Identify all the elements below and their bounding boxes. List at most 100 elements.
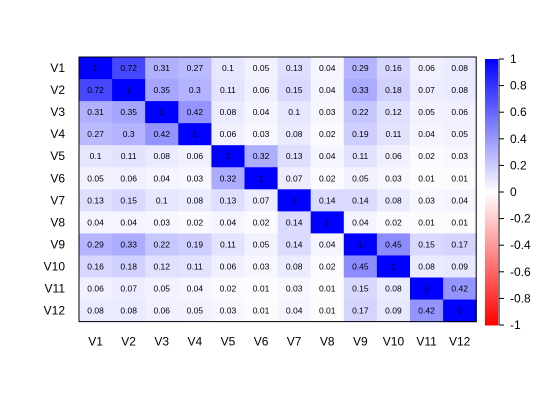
row-label: V9: [50, 237, 65, 251]
heatmap-cell: [310, 57, 345, 80]
color-legend-swatch: [485, 258, 498, 262]
heatmap-cell: [410, 167, 444, 190]
color-legend-swatch: [485, 265, 498, 268]
color-legend-swatch: [485, 127, 498, 131]
color-legend-swatch: [485, 251, 498, 255]
color-legend-swatch: [485, 214, 498, 217]
color-legend-swatch: [485, 136, 498, 140]
heatmap-cell: [145, 123, 179, 146]
heatmap-cell: [178, 299, 212, 323]
cell-value-label: 0.22: [352, 107, 369, 117]
heatmap-cell: [410, 145, 444, 168]
heatmap-cell: [211, 101, 246, 124]
color-legend-swatch: [485, 85, 498, 89]
cell-value-label: 0.72: [120, 63, 137, 73]
color-legend-swatch: [485, 61, 498, 64]
heatmap-cell: [410, 79, 444, 102]
color-legend-swatch: [485, 196, 498, 200]
cell-value-label: 0.08: [451, 85, 468, 95]
heatmap-cell: [178, 57, 212, 80]
cell-value-label: 1: [457, 306, 462, 316]
color-legend-swatch: [485, 174, 498, 177]
color-legend-swatch: [485, 98, 498, 102]
heatmap-cell: [343, 233, 378, 257]
column-label: V11: [416, 335, 437, 349]
heatmap-cell: [211, 145, 246, 168]
column-label: V7: [287, 335, 302, 349]
heatmap-cell: [178, 255, 212, 279]
cell-value-label: 0.04: [319, 239, 336, 249]
heatmap-cell: [112, 211, 146, 234]
heatmap-cell: [443, 211, 477, 234]
cell-value-label: 0.03: [153, 217, 170, 227]
heatmap-cell: [79, 299, 113, 323]
heatmap-cell: [112, 145, 146, 168]
color-legend-swatch: [485, 96, 498, 100]
color-legend-swatch: [485, 249, 498, 253]
color-legend-swatch: [485, 298, 498, 302]
cell-value-label: 1: [159, 107, 164, 117]
color-legend-swatch: [485, 192, 498, 195]
cell-value-label: 0.15: [120, 195, 137, 205]
heatmap-cell: [145, 57, 179, 80]
color-legend-swatch: [485, 187, 498, 191]
heatmap-cell: [277, 255, 312, 279]
cell-value-label: 0.03: [253, 261, 270, 271]
heatmap-cell: [376, 123, 411, 146]
cell-value-label: 0.02: [319, 129, 336, 139]
cell-value-label: 0.29: [352, 63, 369, 73]
color-legend-swatch: [485, 125, 498, 129]
cell-value-label: 0.03: [385, 173, 402, 183]
cell-value-label: 0.04: [418, 129, 435, 139]
heatmap-cell: [443, 101, 477, 124]
column-labels: V1 V2 V3 V4 V5 V6 V7 V8 V9 V10 V11 V12: [88, 335, 470, 349]
color-legend-swatch: [485, 185, 498, 189]
cell-value-label: 0.02: [253, 217, 270, 227]
color-legend-swatch: [485, 267, 498, 271]
heatmap-cell: [310, 299, 345, 323]
heatmap-cell: [310, 101, 345, 124]
color-legend-swatch: [485, 200, 498, 204]
cell-value-label: 0.29: [87, 239, 104, 249]
heatmap-cell: [244, 123, 279, 146]
heatmap-cell: [376, 211, 411, 234]
color-legend-swatch: [485, 229, 498, 233]
heatmap-cell: [79, 189, 113, 212]
heatmap-cell: [112, 233, 146, 257]
heatmap-cell: [211, 255, 246, 279]
cell-value-label: 0.03: [451, 151, 468, 161]
heatmap-cell: [145, 79, 179, 102]
cell-value-label: 0.17: [352, 306, 369, 316]
cell-value-label: 0.01: [319, 306, 336, 316]
color-legend-swatch: [485, 160, 498, 164]
heatmap-cell: [145, 101, 179, 124]
cell-value-label: 0.07: [286, 173, 303, 183]
cell-value-label: 0.42: [451, 284, 468, 294]
cell-value-label: 0.35: [153, 85, 170, 95]
cell-value-label: 0.11: [385, 129, 401, 139]
heatmap-cell: [244, 101, 279, 124]
heatmap-cell: [410, 299, 444, 323]
heatmap-cell: [79, 167, 113, 190]
heatmap-cell: [310, 233, 345, 257]
heatmap-cell: [211, 277, 246, 301]
color-legend-swatch: [485, 302, 498, 306]
heatmap-cell: [443, 79, 477, 102]
cell-value-label: 0.04: [220, 217, 237, 227]
color-legend-swatch: [485, 247, 498, 251]
color-legend-swatch: [485, 152, 498, 155]
color-legend-swatch: [485, 116, 498, 120]
cell-value-label: 0.02: [187, 217, 204, 227]
heatmap-cell: [410, 57, 444, 80]
heatmap-cell: [443, 123, 477, 146]
cell-value-label: 0.01: [451, 173, 468, 183]
cell-value-label: 0.1: [90, 151, 102, 161]
column-label: V2: [121, 335, 136, 349]
heatmap-cell: [277, 189, 312, 212]
color-legend-swatch: [485, 282, 498, 286]
color-legend-swatch: [485, 169, 498, 173]
cell-value-label: 0.03: [319, 107, 336, 117]
row-label: V4: [50, 127, 65, 141]
cell-value-label: 0.42: [187, 107, 204, 117]
heatmap-cell: [112, 255, 146, 279]
